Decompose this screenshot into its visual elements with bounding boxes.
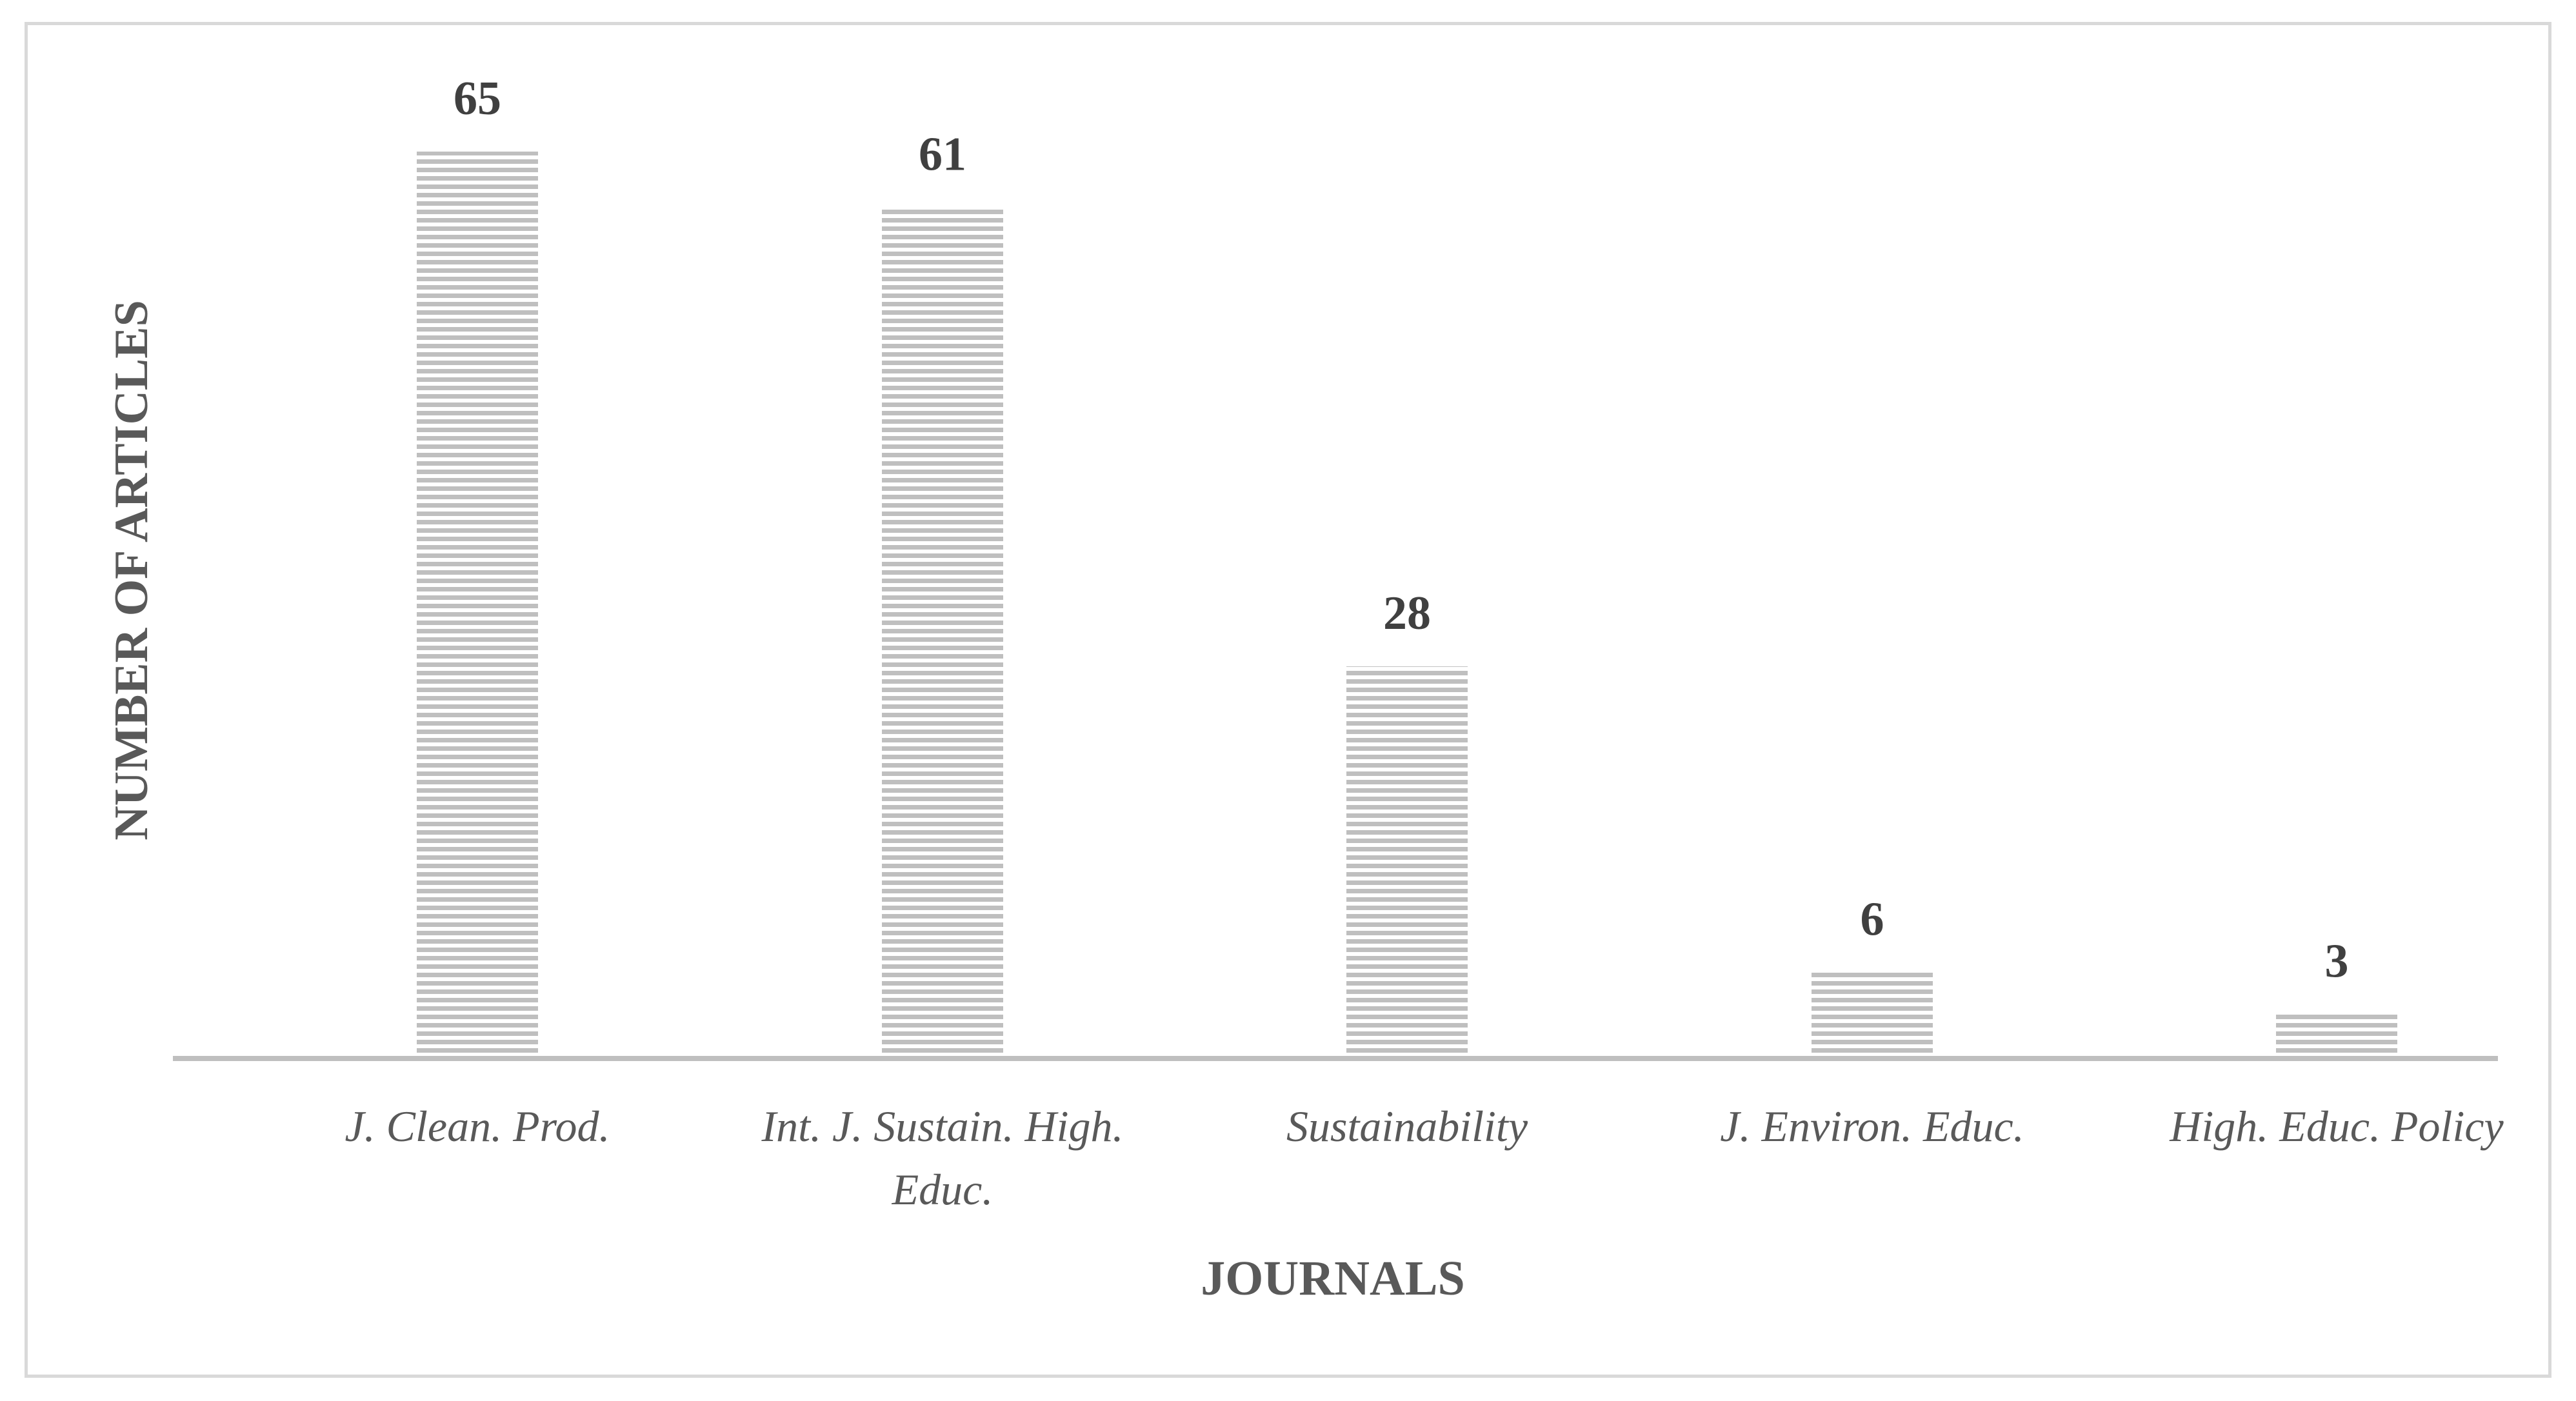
bar-3 xyxy=(1812,972,1933,1056)
y-axis-title: NUMBER OF ARTICLES xyxy=(105,300,158,840)
value-label-4: 3 xyxy=(2325,935,2349,988)
bar-1 xyxy=(882,207,1003,1057)
category-label-2: Sustainability xyxy=(1286,1102,1528,1151)
category-label-1-line-0: Int. J. Sustain. High. xyxy=(761,1102,1124,1151)
bar-0 xyxy=(417,152,538,1056)
value-label-0: 65 xyxy=(454,72,501,125)
bar-2 xyxy=(1346,666,1468,1056)
x-axis-title: JOURNALS xyxy=(1201,1251,1465,1306)
category-label-0: J. Clean. Prod. xyxy=(344,1102,610,1151)
bar-4 xyxy=(2276,1014,2397,1056)
value-label-2: 28 xyxy=(1383,587,1431,640)
category-label-1-line-1: Educ. xyxy=(892,1165,993,1214)
value-label-3: 6 xyxy=(1861,893,1884,946)
category-labels-group: J. Clean. Prod. Int. J. Sustain. High. Edu… xyxy=(344,1102,2504,1214)
category-label-4: High. Educ. Policy xyxy=(2169,1102,2504,1151)
value-label-1: 61 xyxy=(919,128,966,181)
category-label-3: J. Environ. Educ. xyxy=(1720,1102,2024,1151)
value-labels-group: 65 61 28 6 3 xyxy=(454,72,2349,988)
bars-group xyxy=(417,152,2397,1057)
